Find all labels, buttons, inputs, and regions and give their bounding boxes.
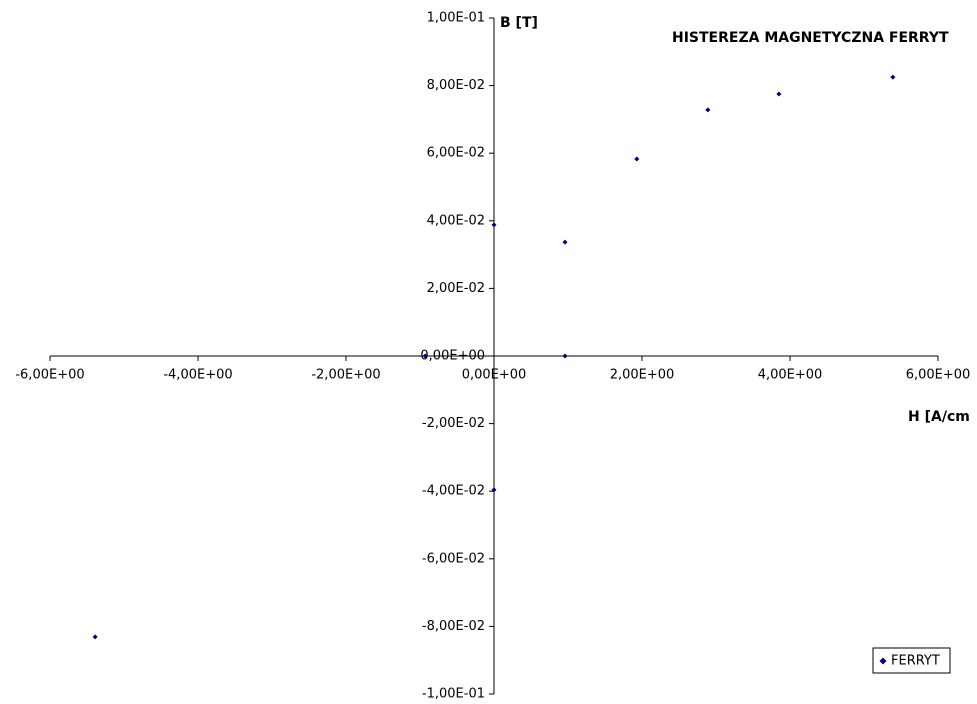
y-tick-label: -4,00E-02	[422, 484, 485, 499]
legend-label: FERRYT	[891, 654, 940, 669]
x-tick-label: 4,00E+00	[758, 368, 823, 383]
x-tick-label: 6,00E+00	[906, 368, 971, 383]
y-tick-label: 6,00E-02	[427, 146, 485, 161]
x-tick-label: -4,00E+00	[163, 368, 232, 383]
data-point	[776, 91, 782, 97]
y-tick-label: 1,00E-01	[427, 11, 485, 26]
legend-marker	[879, 657, 887, 665]
data-point	[562, 353, 568, 359]
y-tick-label: -6,00E-02	[422, 551, 485, 566]
x-axis-label: H [A/cm	[908, 409, 970, 425]
x-tick-label: -6,00E+00	[15, 368, 84, 383]
y-axis-label: B [T]	[500, 15, 538, 31]
data-point	[491, 487, 497, 493]
data-point	[562, 239, 568, 245]
x-tick-label: 2,00E+00	[610, 368, 675, 383]
chart-title: HISTEREZA MAGNETYCZNA FERRYT	[672, 30, 949, 46]
y-tick-label: 8,00E-02	[427, 78, 485, 93]
y-tick-label: 4,00E-02	[427, 213, 485, 228]
y-tick-label: -1,00E-01	[422, 687, 485, 702]
y-tick-label: 0,00E+00	[420, 349, 485, 364]
y-tick-label: 2,00E-02	[427, 281, 485, 296]
data-point	[422, 353, 428, 359]
data-point	[634, 156, 640, 162]
x-tick-label: -2,00E+00	[311, 368, 380, 383]
x-tick-label: 0,00E+00	[462, 368, 527, 383]
data-point	[705, 107, 711, 113]
data-point	[92, 634, 98, 640]
data-point	[491, 222, 497, 228]
y-tick-label: -2,00E-02	[422, 416, 485, 431]
data-point	[890, 74, 896, 80]
y-tick-label: -8,00E-02	[422, 619, 485, 634]
